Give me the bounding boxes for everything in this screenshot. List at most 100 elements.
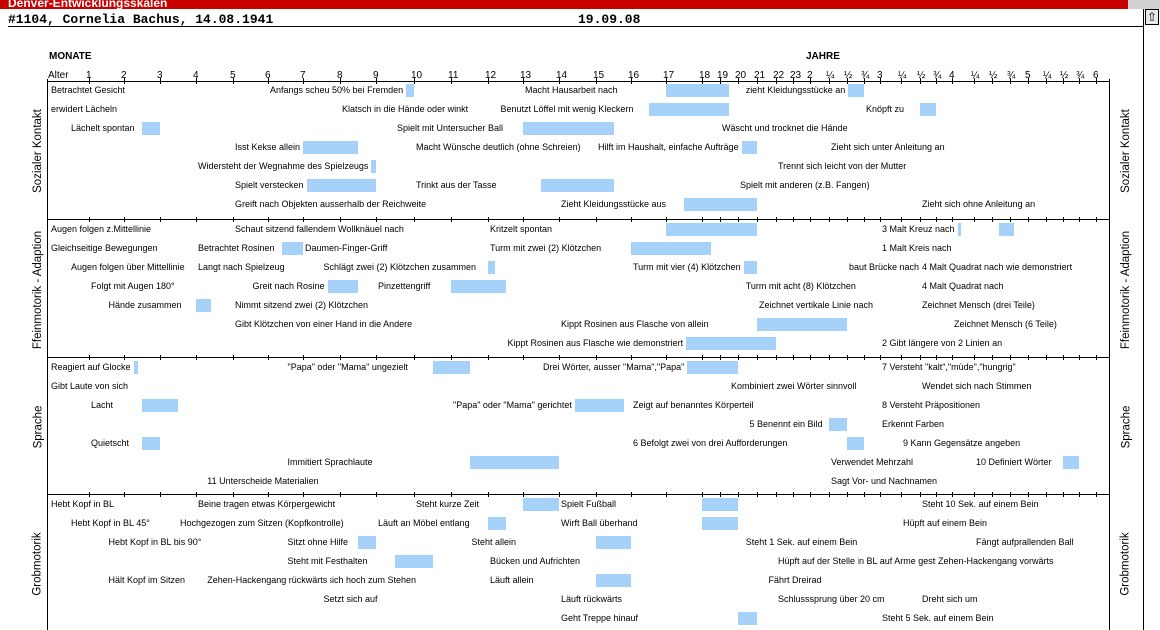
section-tick [880, 78, 881, 83]
section-tick [1063, 355, 1064, 360]
section-title: Sozialer Kontakt [1120, 109, 1132, 193]
milestone-label: Daumen-Finger-Griff [303, 242, 433, 255]
milestone-bar[interactable] [684, 198, 757, 211]
section-label-right: Sozialer Kontakt [1119, 83, 1133, 219]
milestone-label: Greift nach Objekten ausserhalb der Reic… [233, 198, 430, 211]
milestone-bar[interactable] [596, 574, 631, 587]
years-header: JAHRE [806, 51, 840, 62]
window-controls[interactable] [1128, 0, 1160, 9]
milestone-label: Gibt Laute von sich [49, 380, 142, 393]
milestone-bar[interactable] [631, 242, 711, 255]
section-tick [1046, 217, 1047, 222]
age-tick-label: 3 [877, 70, 883, 81]
section-tick [776, 492, 777, 497]
section-label-left: Ffeinmotorik - Adaption [31, 222, 45, 357]
section-tick [829, 492, 830, 497]
section-tick [738, 492, 739, 497]
section-tick [340, 355, 341, 360]
section-tick [89, 355, 90, 360]
milestone-bar[interactable] [451, 280, 506, 293]
milestone-label: Läuft allein [488, 574, 596, 587]
age-tick-label: ½ [917, 70, 926, 81]
milestone-label: Hüpft auf einem Bein [901, 517, 992, 530]
milestone-label: Knöpft zu [864, 103, 908, 116]
section-tick [936, 492, 937, 497]
milestone-bar[interactable] [666, 223, 757, 236]
section-tick [829, 355, 830, 360]
section-tick [268, 217, 269, 222]
milestone-label: Spielt mit Untersucher Ball [395, 122, 523, 135]
milestone-label: Zieht sich ohne Anleitung an [920, 198, 1039, 211]
section-tick [793, 217, 794, 222]
milestone-label: Macht Wünsche deutlich (ohne Schreien) [414, 141, 584, 154]
section-title: Grobmotorik [32, 531, 44, 596]
section-label-left: Sozialer Kontakt [31, 83, 45, 219]
milestone-bar[interactable] [757, 318, 847, 331]
section-tick [952, 78, 953, 83]
section-tick [720, 492, 721, 497]
age-tick-label: 10 [411, 70, 423, 81]
milestone-bar[interactable] [920, 103, 936, 116]
milestone-bar[interactable] [666, 337, 776, 350]
milestone-label: Zieht sich unter Anleitung an [829, 141, 948, 154]
section-tick [488, 217, 489, 222]
section-tick [303, 492, 304, 497]
section-tick [920, 355, 921, 360]
milestone-bar[interactable] [523, 122, 614, 135]
section-tick [1063, 217, 1064, 222]
scroll-up-arrow-icon[interactable]: ⇧ [1145, 9, 1159, 25]
milestone-label: Kombiniert zwei Wörter sinnvoll [729, 380, 860, 393]
age-tick-label: 7 [300, 70, 306, 81]
section-tick [901, 217, 902, 222]
section-tick [1046, 492, 1047, 497]
section-tick [376, 492, 377, 497]
section-tick [666, 78, 667, 83]
section-label-left: Sprache [31, 360, 45, 494]
section-tick [974, 492, 975, 497]
milestone-bar[interactable] [142, 399, 178, 412]
milestone-bar[interactable] [702, 517, 738, 530]
section-title: Sprache [1120, 405, 1132, 449]
milestone-bar[interactable] [596, 536, 631, 549]
age-tick-label: 4 [949, 70, 955, 81]
section-tick [666, 355, 667, 360]
milestone-bar[interactable] [541, 179, 614, 192]
age-tick-label: 2 [807, 70, 813, 81]
milestone-label: Steht 1 Sek. auf einem Bein [743, 536, 864, 549]
section-tick [160, 78, 161, 83]
age-tick-label: 20 [735, 70, 747, 81]
milestone-label: 1 Malt Kreis nach [880, 242, 955, 255]
milestone-bar[interactable] [702, 498, 738, 511]
milestone-label: Betrachtet Rosinen [196, 242, 282, 255]
chart-right-border [1109, 79, 1110, 630]
age-tick-label: 19 [717, 70, 729, 81]
milestone-label: Spielt mit anderen (z.B. Fangen) [738, 179, 873, 192]
milestone-label: Hebt Kopf in BL bis 90° [106, 536, 208, 549]
section-tick [738, 217, 739, 222]
section-tick [720, 78, 721, 83]
section-tick [89, 217, 90, 222]
milestone-label: Fängt aufprallenden Ball [974, 536, 1077, 549]
section-tick [124, 492, 125, 497]
milestone-bar[interactable] [469, 456, 559, 469]
section-tick [880, 492, 881, 497]
section-tick [702, 492, 703, 497]
section-tick [523, 78, 524, 83]
milestone-label: Wendet sich nach Stimmen [920, 380, 1096, 393]
milestone-bar[interactable] [395, 555, 433, 568]
section-tick [738, 78, 739, 83]
section-divider [47, 219, 1110, 220]
section-tick [864, 355, 865, 360]
milestone-label: Wirft Ball überhand [559, 517, 702, 530]
section-tick [901, 492, 902, 497]
section-tick [1010, 492, 1011, 497]
milestone-bar[interactable] [523, 498, 559, 511]
milestone-label: 4 Malt Quadrat nach [920, 280, 1007, 293]
milestone-label: erwidert Lächeln [49, 103, 121, 116]
section-label-right: Ffeinmotorik - Adaption [1119, 222, 1133, 357]
section-label-left: Grobmotorik [31, 497, 45, 630]
vertical-scrollbar[interactable] [1143, 9, 1160, 630]
section-divider [47, 494, 1110, 495]
section-tick [89, 78, 90, 83]
section-tick [810, 492, 811, 497]
